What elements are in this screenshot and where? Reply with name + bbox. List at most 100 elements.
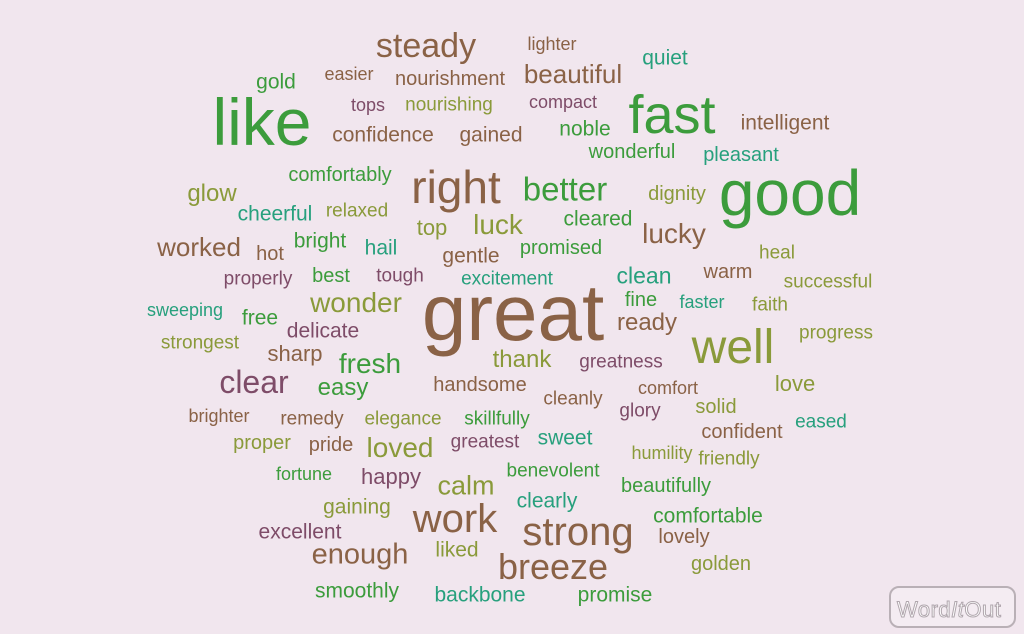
word-fast[interactable]: fast	[628, 85, 716, 145]
word-confidence[interactable]: confidence	[332, 123, 434, 147]
word-clean[interactable]: clean	[616, 262, 672, 289]
word-bright[interactable]: bright	[293, 229, 347, 253]
word-backbone[interactable]: backbone	[434, 583, 526, 607]
word-delicate[interactable]: delicate	[286, 319, 360, 343]
word-handsome[interactable]: handsome	[433, 374, 527, 396]
word-breeze[interactable]: breeze	[497, 546, 609, 587]
word-eased[interactable]: eased	[795, 411, 847, 433]
word-excitement[interactable]: excitement	[461, 268, 553, 290]
word-liked[interactable]: liked	[435, 538, 479, 562]
word-luck[interactable]: luck	[473, 209, 523, 240]
word-successful[interactable]: successful	[783, 271, 873, 293]
word-tough[interactable]: tough	[376, 265, 424, 287]
word-nourishment[interactable]: nourishment	[394, 68, 506, 90]
word-enough[interactable]: enough	[311, 538, 409, 571]
word-best[interactable]: best	[312, 265, 350, 287]
word-tops[interactable]: tops	[350, 95, 386, 115]
word-clear[interactable]: clear	[219, 364, 289, 400]
word-faith[interactable]: faith	[752, 294, 788, 316]
word-elegance[interactable]: elegance	[364, 408, 442, 430]
word-easier[interactable]: easier	[324, 64, 374, 84]
word-clearly[interactable]: clearly	[516, 489, 578, 513]
word-hot[interactable]: hot	[256, 243, 284, 265]
word-strong[interactable]: strong	[522, 510, 634, 554]
word-fortune[interactable]: fortune	[275, 464, 333, 484]
word-like[interactable]: like	[212, 85, 312, 159]
word-fine[interactable]: fine	[624, 289, 658, 311]
word-easy[interactable]: easy	[317, 374, 369, 401]
word-lucky[interactable]: lucky	[642, 218, 706, 249]
word-pride[interactable]: pride	[308, 434, 354, 456]
word-brighter[interactable]: brighter	[188, 406, 250, 426]
word-promised[interactable]: promised	[519, 237, 603, 259]
word-top[interactable]: top	[416, 215, 448, 240]
word-cheerful[interactable]: cheerful	[237, 202, 313, 226]
word-heal[interactable]: heal	[759, 242, 795, 264]
word-smoothly[interactable]: smoothly	[314, 579, 400, 603]
word-beautifully[interactable]: beautifully	[620, 475, 712, 497]
word-nourishing[interactable]: nourishing	[405, 94, 493, 116]
word-fresh[interactable]: fresh	[338, 348, 402, 379]
word-quiet[interactable]: quiet	[642, 46, 688, 70]
word-steady[interactable]: steady	[375, 27, 477, 65]
word-gentle[interactable]: gentle	[442, 244, 500, 268]
word-love[interactable]: love	[774, 371, 816, 396]
word-sweeping[interactable]: sweeping	[146, 300, 224, 320]
word-dignity[interactable]: dignity	[648, 183, 706, 205]
word-gaining[interactable]: gaining	[323, 495, 391, 519]
word-skillfully[interactable]: skillfully	[464, 408, 530, 430]
word-good[interactable]: good	[718, 157, 862, 229]
word-wonderful[interactable]: wonderful	[588, 141, 676, 163]
word-glory[interactable]: glory	[619, 400, 661, 422]
word-properly[interactable]: properly	[223, 268, 293, 290]
word-glow[interactable]: glow	[187, 180, 237, 207]
word-free[interactable]: free	[241, 306, 279, 330]
word-strongest[interactable]: strongest	[160, 332, 240, 354]
word-benevolent[interactable]: benevolent	[506, 460, 600, 482]
word-loved[interactable]: loved	[366, 432, 434, 463]
word-comfortably[interactable]: comfortably	[288, 164, 392, 186]
word-greatest[interactable]: greatest	[450, 431, 520, 453]
word-comfort[interactable]: comfort	[637, 378, 699, 398]
word-worked[interactable]: worked	[157, 232, 241, 262]
word-happy[interactable]: happy	[361, 464, 421, 489]
word-confident[interactable]: confident	[701, 421, 783, 443]
word-calm[interactable]: calm	[437, 470, 495, 501]
word-beautiful[interactable]: beautiful	[523, 59, 623, 89]
word-relaxed[interactable]: relaxed	[325, 200, 389, 222]
word-proper[interactable]: proper	[233, 432, 291, 454]
word-golden[interactable]: golden	[690, 553, 752, 575]
word-ready[interactable]: ready	[616, 309, 678, 336]
word-lighter[interactable]: lighter	[527, 34, 577, 54]
word-thank[interactable]: thank	[492, 346, 552, 373]
word-lovely[interactable]: lovely	[658, 526, 710, 548]
word-work[interactable]: work	[412, 497, 498, 541]
word-great[interactable]: great	[421, 268, 605, 357]
word-noble[interactable]: noble	[559, 117, 611, 141]
word-well[interactable]: well	[691, 321, 775, 374]
word-friendly[interactable]: friendly	[698, 448, 760, 470]
word-solid[interactable]: solid	[695, 396, 737, 418]
word-gained[interactable]: gained	[459, 123, 523, 147]
word-sweet[interactable]: sweet	[537, 426, 593, 450]
word-hail[interactable]: hail	[364, 236, 398, 260]
word-excellent[interactable]: excellent	[258, 520, 342, 544]
word-wonder[interactable]: wonder	[310, 287, 402, 318]
word-faster[interactable]: faster	[679, 292, 725, 312]
word-intelligent[interactable]: intelligent	[740, 111, 830, 135]
word-pleasant[interactable]: pleasant	[703, 144, 779, 166]
word-cleanly[interactable]: cleanly	[543, 388, 603, 410]
word-humility[interactable]: humility	[631, 443, 693, 463]
word-compact[interactable]: compact	[528, 92, 598, 112]
word-sharp[interactable]: sharp	[267, 341, 323, 366]
word-warm[interactable]: warm	[703, 261, 753, 283]
word-cleared[interactable]: cleared	[563, 207, 633, 231]
word-remedy[interactable]: remedy	[280, 408, 344, 430]
word-comfortable[interactable]: comfortable	[653, 504, 763, 528]
word-gold[interactable]: gold	[256, 70, 296, 94]
worditout-logo[interactable]: WordItOut	[889, 586, 1016, 628]
word-promise[interactable]: promise	[577, 583, 653, 607]
word-greatness[interactable]: greatness	[579, 351, 663, 373]
word-progress[interactable]: progress	[799, 322, 873, 344]
word-better[interactable]: better	[522, 170, 608, 208]
